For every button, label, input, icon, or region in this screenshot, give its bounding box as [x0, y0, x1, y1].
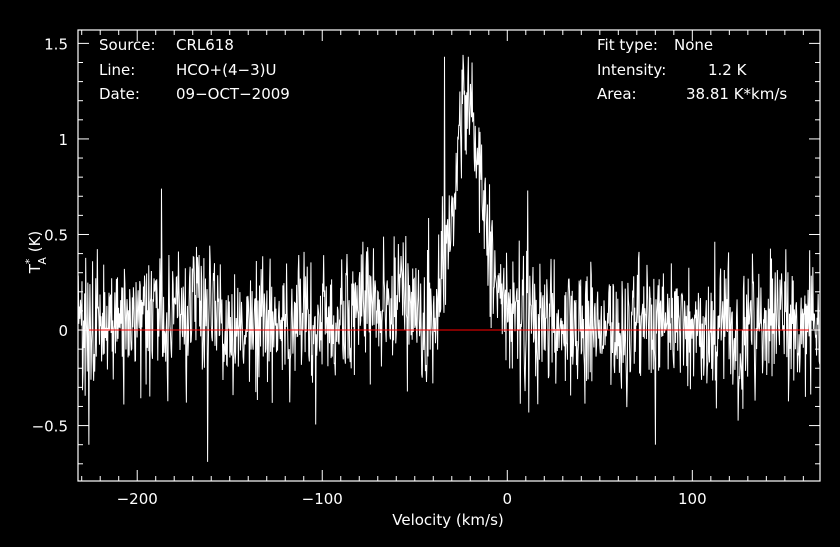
x-axis-label: Velocity (km/s) — [392, 511, 503, 529]
plot-frame — [77, 29, 821, 482]
y-axis-label: T*A (K) — [23, 231, 49, 275]
y-axis-label-symbol: T — [26, 263, 44, 274]
y-tick-label: 0 — [58, 322, 68, 340]
info-fit-type-value: None — [674, 36, 713, 54]
info-intensity-key: Intensity: — [597, 61, 666, 79]
spectrum-layer — [77, 54, 821, 462]
x-tick-label: 0 — [503, 490, 513, 508]
axis-ticks — [78, 30, 820, 481]
x-tick-label: −100 — [302, 490, 343, 508]
y-axis-label-unit: (K) — [26, 231, 44, 257]
info-intensity-value: 1.2 K — [708, 61, 748, 79]
info-block-left: Source: CRL618 Line: HCO+(4−3)U Date: 09… — [99, 36, 290, 103]
info-line-key: Line: — [99, 61, 135, 79]
y-tick-label: 0.5 — [44, 226, 68, 244]
info-area-key: Area: — [597, 85, 637, 103]
x-tick-label: 100 — [678, 490, 707, 508]
x-tick-label: −200 — [117, 490, 158, 508]
svg-text:T*A (K): T*A (K) — [23, 231, 49, 275]
info-date-key: Date: — [99, 85, 140, 103]
info-source-key: Source: — [99, 36, 156, 54]
info-line-value: HCO+(4−3)U — [176, 61, 276, 79]
info-fit-type-key: Fit type: — [597, 36, 658, 54]
info-block-right: Fit type: None Intensity: 1.2 K Area: 38… — [597, 36, 787, 103]
info-source-value: CRL618 — [176, 36, 234, 54]
y-tick-label: −0.5 — [32, 418, 68, 436]
info-area-value: 38.81 K*km/s — [686, 85, 787, 103]
info-date-value: 09−OCT−2009 — [176, 85, 290, 103]
axis-tick-labels: −200 −100 0 100 −0.5 0 0.5 1 1.5 — [32, 35, 707, 508]
y-tick-label: 1 — [58, 131, 68, 149]
y-axis-label-subscript: A — [36, 257, 49, 265]
y-axis-label-superscript: * — [23, 258, 36, 264]
y-tick-label: 1.5 — [44, 35, 68, 53]
spectrum-line — [77, 54, 821, 462]
